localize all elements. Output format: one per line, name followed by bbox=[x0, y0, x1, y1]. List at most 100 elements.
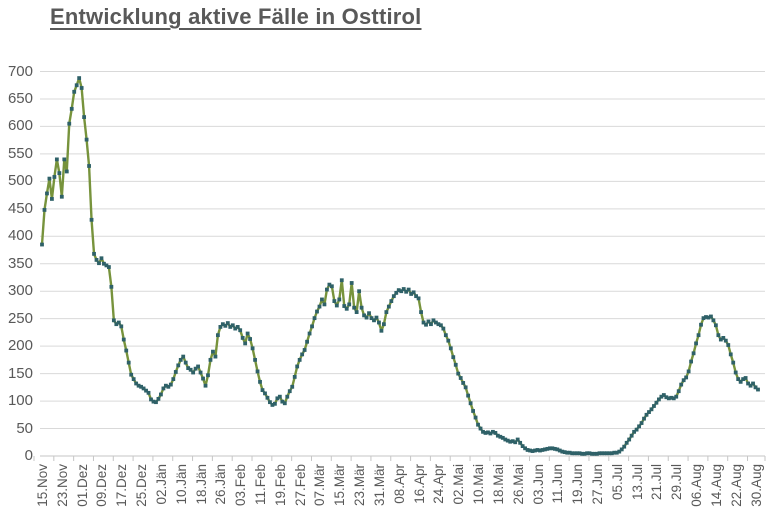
data-point-marker bbox=[163, 383, 168, 388]
data-point-marker bbox=[644, 412, 649, 417]
data-point-marker bbox=[701, 316, 706, 321]
data-point-marker bbox=[367, 311, 371, 316]
data-point-marker bbox=[399, 289, 404, 294]
y-axis-tick-label: 650 bbox=[7, 89, 33, 107]
y-axis-tick-label: 550 bbox=[7, 144, 33, 162]
data-point-marker bbox=[235, 325, 240, 329]
data-point-marker bbox=[136, 383, 141, 388]
data-point-marker bbox=[233, 326, 238, 331]
data-point-marker bbox=[183, 360, 188, 365]
data-point-marker bbox=[547, 446, 552, 451]
data-point-marker bbox=[52, 175, 57, 179]
data-point-marker bbox=[139, 384, 143, 389]
data-point-marker bbox=[585, 451, 589, 456]
data-point-marker bbox=[473, 415, 478, 420]
data-point-marker bbox=[642, 416, 646, 421]
data-point-marker bbox=[466, 393, 471, 398]
x-axis-tick-label: 19.Jun bbox=[570, 464, 586, 505]
data-point-marker bbox=[272, 401, 277, 406]
data-point-marker bbox=[669, 395, 674, 400]
data-point-marker bbox=[144, 388, 148, 393]
data-point-marker bbox=[441, 326, 446, 331]
data-point-marker bbox=[555, 447, 560, 452]
data-point-marker bbox=[114, 322, 119, 327]
data-point-marker bbox=[253, 357, 257, 362]
data-point-marker bbox=[198, 370, 203, 375]
data-point-marker bbox=[617, 449, 622, 454]
data-point-marker bbox=[116, 320, 121, 325]
x-axis-tick-label: 05.Jul bbox=[609, 464, 625, 501]
y-axis-tick-label: 400 bbox=[7, 227, 33, 245]
data-point-marker bbox=[518, 440, 523, 445]
data-point-marker bbox=[637, 424, 641, 429]
data-point-marker bbox=[171, 377, 176, 381]
x-axis-tick-label: 19.Feb bbox=[272, 464, 288, 507]
data-point-marker bbox=[535, 448, 540, 452]
data-point-marker bbox=[468, 401, 473, 406]
data-point-marker bbox=[42, 208, 47, 212]
data-point-marker bbox=[495, 433, 500, 438]
y-axis-tick-label: 500 bbox=[7, 172, 33, 190]
data-point-marker bbox=[193, 366, 198, 371]
data-point-marker bbox=[431, 318, 436, 323]
data-point-marker bbox=[67, 121, 72, 126]
data-point-marker bbox=[718, 337, 723, 342]
data-point-marker bbox=[486, 430, 490, 435]
data-point-marker bbox=[728, 352, 733, 357]
data-point-marker bbox=[706, 315, 711, 320]
data-point-marker bbox=[679, 382, 684, 387]
data-point-marker bbox=[161, 386, 166, 391]
y-axis-tick-label: 450 bbox=[7, 199, 33, 217]
data-point-marker bbox=[339, 278, 344, 283]
data-point-marker bbox=[533, 448, 537, 453]
data-point-marker bbox=[176, 363, 181, 368]
data-point-marker bbox=[443, 333, 448, 338]
y-axis-tick-label: 200 bbox=[7, 337, 33, 355]
data-point-marker bbox=[54, 157, 59, 162]
data-point-marker bbox=[622, 444, 627, 449]
data-point-marker bbox=[312, 316, 317, 321]
data-point-marker bbox=[409, 292, 414, 296]
data-point-marker bbox=[238, 328, 243, 333]
data-point-marker bbox=[297, 357, 302, 362]
data-point-marker bbox=[666, 396, 671, 401]
data-point-marker bbox=[206, 373, 210, 378]
data-point-marker bbox=[582, 451, 587, 456]
data-point-marker bbox=[624, 440, 629, 445]
y-axis-tick-label: 350 bbox=[7, 254, 33, 272]
data-point-marker bbox=[186, 366, 191, 371]
data-point-marker bbox=[287, 389, 292, 394]
data-point-marker bbox=[300, 352, 305, 357]
data-point-marker bbox=[72, 89, 77, 94]
data-point-marker bbox=[756, 387, 760, 392]
data-point-marker bbox=[639, 421, 644, 425]
data-point-marker bbox=[69, 106, 74, 111]
data-point-marker bbox=[676, 389, 681, 394]
y-axis-tick-label: 50 bbox=[16, 419, 33, 437]
data-point-marker bbox=[661, 393, 666, 397]
data-point-marker bbox=[726, 343, 731, 347]
data-point-marker bbox=[121, 337, 126, 342]
data-point-marker bbox=[567, 450, 572, 455]
data-point-marker bbox=[654, 400, 659, 405]
data-point-marker bbox=[275, 396, 280, 401]
data-point-marker bbox=[327, 282, 332, 287]
data-point-marker bbox=[438, 323, 443, 328]
data-point-markers bbox=[40, 76, 760, 456]
data-point-marker bbox=[448, 346, 453, 351]
x-axis-tick-label: 26.Mai bbox=[510, 464, 526, 505]
data-point-marker bbox=[99, 256, 104, 261]
data-point-marker bbox=[600, 451, 604, 456]
data-point-marker bbox=[282, 401, 287, 406]
data-point-marker bbox=[134, 381, 139, 386]
data-point-marker bbox=[545, 446, 550, 451]
data-point-marker bbox=[344, 306, 349, 311]
data-point-marker bbox=[201, 376, 205, 381]
data-point-marker bbox=[505, 438, 510, 443]
data-point-marker bbox=[77, 76, 82, 80]
data-point-marker bbox=[609, 451, 614, 456]
data-point-marker bbox=[126, 360, 131, 365]
y-axis-tick-label: 700 bbox=[7, 62, 33, 80]
data-point-marker bbox=[92, 251, 96, 256]
x-axis-tick-label: 03.Feb bbox=[233, 464, 249, 507]
